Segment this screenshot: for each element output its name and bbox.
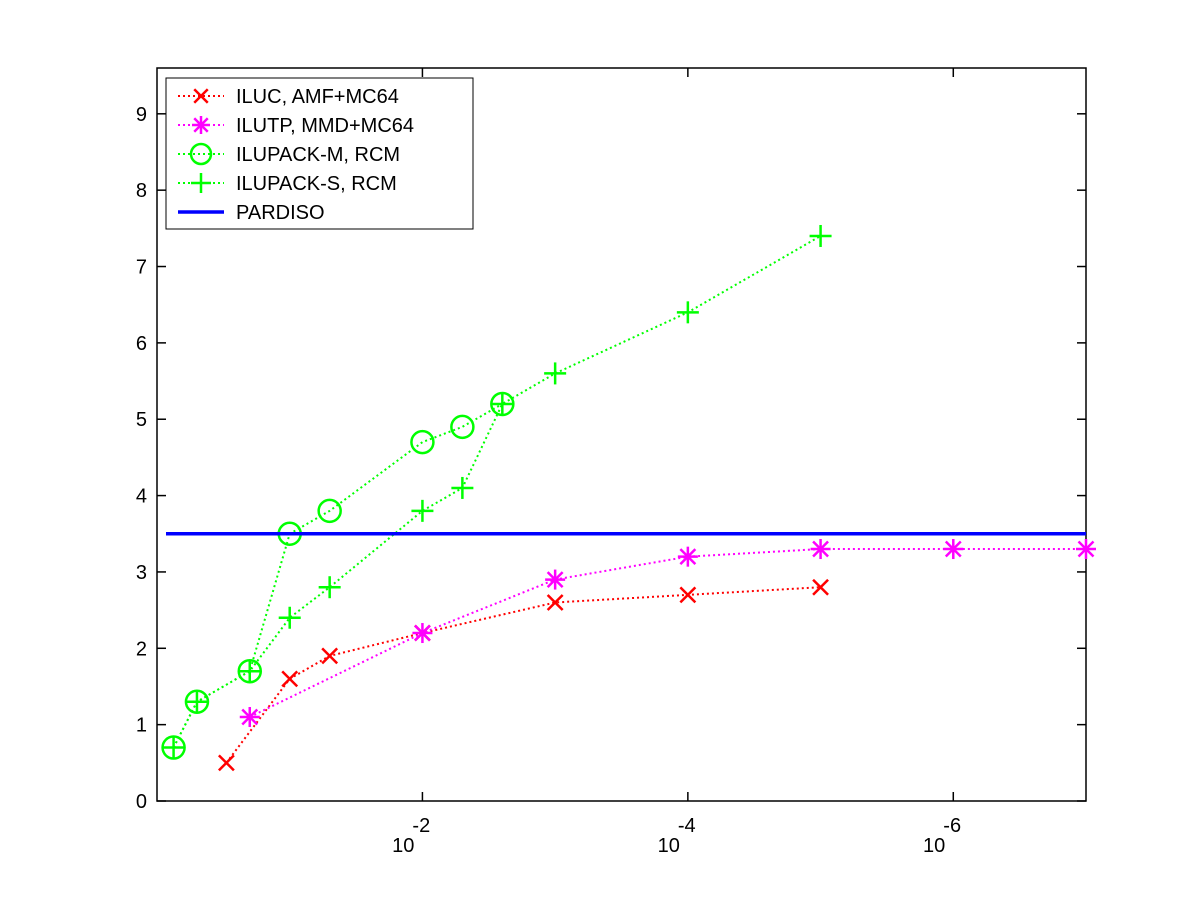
legend-swatch-marker [192,116,210,134]
data-point [809,224,832,247]
legend-label: ILUTP, MMD+MC64 [236,115,414,137]
y-tick-label: 9 [136,104,147,126]
x-tick-label-exponent: -4 [678,815,696,837]
y-tick-label: 4 [136,486,147,508]
series-3 [162,224,832,759]
axes-ticks [157,68,1086,802]
data-point [544,362,567,385]
x-tick-label-base: 10 [392,835,414,857]
legend-box [165,77,474,230]
data-point [162,736,185,759]
y-tick-label: 3 [136,562,147,584]
legend-swatch-marker [189,142,213,166]
x-tick-label-base: 10 [658,835,680,857]
y-tick-label: 0 [136,791,147,813]
data-point [491,392,514,415]
data-point [410,429,435,455]
legend: ILUC, AMF+MC64 ILUTP, MMD+MC64 ILUPACK-M, … [165,77,474,230]
y-tick-label: 8 [136,180,147,202]
data-point [679,586,697,604]
data-point [812,578,829,596]
legend-item: ILUC, AMF+MC64 [178,86,399,108]
series-1 [239,539,1096,728]
x-tick-label-base: 10 [923,835,945,857]
data-point [676,301,699,324]
data-point [238,660,261,683]
legend-label: PARDISO [236,202,325,224]
y-tick-label: 6 [136,333,147,355]
legend-item: ILUPACK-S, RCM [178,173,397,195]
series-layer [161,224,1096,772]
x-tick-label-exponent: -6 [943,815,961,837]
data-point [318,576,341,599]
data-point [239,707,260,728]
legend-item: ILUPACK-M, RCM [178,142,400,166]
data-point [450,414,475,440]
y-tick-labels: 0 1 2 3 4 5 6 7 8 9 [136,104,147,813]
data-point [278,606,301,629]
y-tick-label: 2 [136,638,147,660]
x-tick-labels: 10-210-410-6 [392,815,961,857]
legend-item: ILUTP, MMD+MC64 [178,115,414,137]
y-tick-label: 5 [136,409,147,431]
data-point [677,546,698,567]
data-point [218,754,235,772]
data-point [1076,539,1096,560]
y-tick-label: 7 [136,257,147,279]
legend-item: PARDISO [178,202,325,224]
data-point [317,498,342,524]
data-point [412,623,433,644]
data-point [185,690,208,713]
legend-swatch-marker [191,173,211,193]
data-point [321,647,339,665]
legend-label: ILUPACK-S, RCM [236,173,397,195]
y-tick-label: 1 [136,715,147,737]
legend-label: ILUPACK-M, RCM [236,144,400,166]
legend-swatch-marker [193,88,209,104]
data-point [810,539,831,560]
x-tick-label-exponent: -2 [412,815,430,837]
data-point [545,569,566,590]
data-point [281,670,299,688]
data-point [943,539,964,560]
data-point [411,499,434,522]
data-point [451,476,474,499]
legend-label: ILUC, AMF+MC64 [236,86,399,108]
data-point [546,594,564,611]
